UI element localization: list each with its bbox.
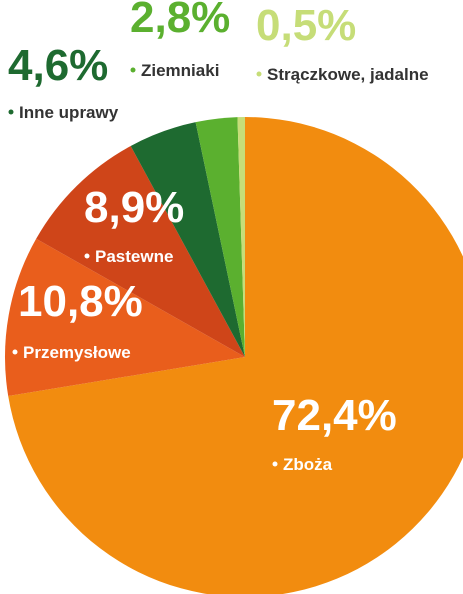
- pie-slice: [130, 122, 245, 357]
- bullet: [130, 67, 136, 73]
- slice-percent: 2,8%: [130, 0, 230, 42]
- slice-percent: 4,6%: [8, 41, 108, 90]
- bullet: [256, 71, 262, 77]
- slice-percent: 72,4%: [272, 391, 397, 440]
- slice-percent: 0,5%: [256, 1, 356, 50]
- slice-name: Pastewne: [95, 247, 173, 266]
- slice-percent: 10,8%: [18, 277, 143, 326]
- pie-slice: [5, 238, 246, 397]
- slice-name: Strączkowe, jadalne: [267, 65, 429, 84]
- pie-slice: [36, 145, 245, 357]
- bullet: [84, 253, 90, 259]
- slice-percent: 8,9%: [84, 183, 184, 232]
- bullet: [272, 461, 278, 467]
- slice-name: Inne uprawy: [19, 103, 119, 122]
- bullet: [8, 109, 14, 115]
- pie-slice: [195, 117, 245, 357]
- slice-name: Zboża: [283, 455, 333, 474]
- pie-slice: [237, 117, 245, 357]
- slice-name: Przemysłowe: [23, 343, 131, 362]
- bullet: [12, 349, 18, 355]
- slice-name: Ziemniaki: [141, 61, 219, 80]
- pie-slice: [8, 117, 463, 594]
